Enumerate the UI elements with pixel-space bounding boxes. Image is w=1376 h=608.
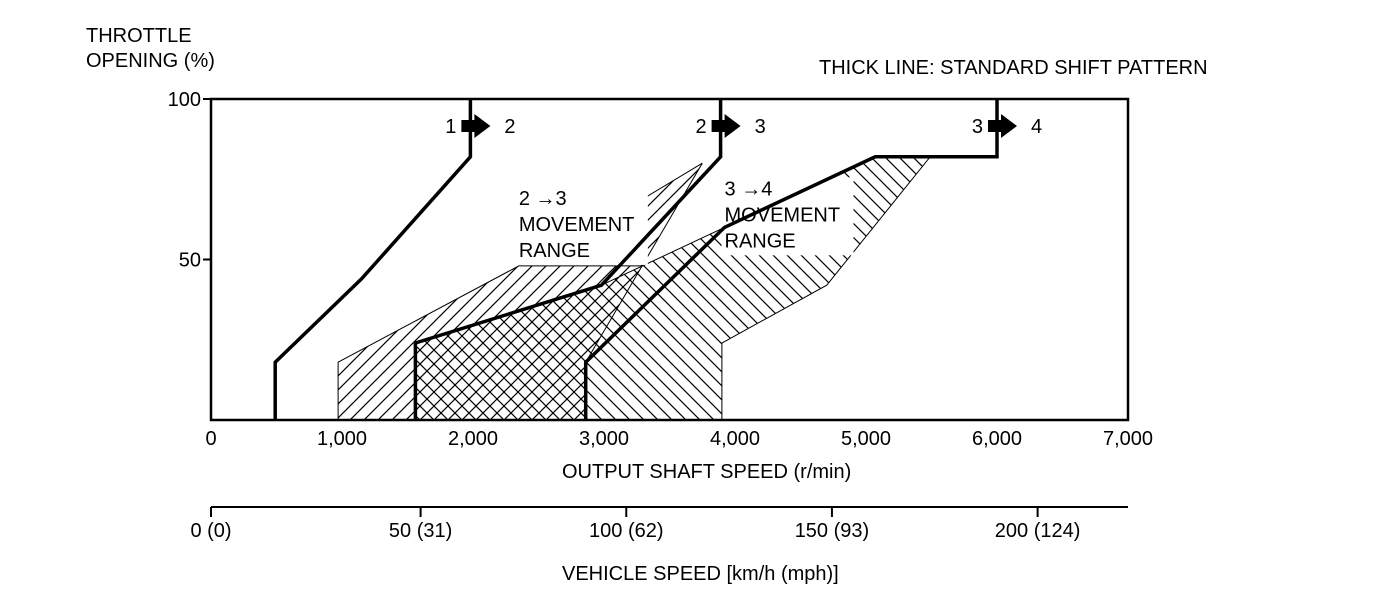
shift-line-1-2 [273,99,473,420]
x-tick-label: 2,000 [448,428,498,450]
shift-label-from: 1 [445,116,456,138]
x-tick-label: 1,000 [317,428,367,450]
range-label-line: RANGE [725,230,796,252]
y-axis-title-line-1: THROTTLE [86,25,192,47]
secondary-tick-label: 100 (62) [589,520,664,542]
shift-label-to: 4 [1031,116,1042,138]
y-axis-title-line-2: OPENING (%) [86,50,215,72]
y-tick-label: 100 [168,89,201,111]
shift-line-2-3 [413,99,723,420]
x-axis-title: OUTPUT SHAFT SPEED (r/min) [562,461,852,483]
secondary-tick-label: 200 (124) [995,520,1081,542]
secondary-tick-label: 150 (93) [795,520,870,542]
range-label-backdrop [721,177,854,256]
range-label-line: MOVEMENT [725,204,841,226]
range-label-line: 2 →3 [519,188,567,210]
x-tick-label: 6,000 [972,428,1022,450]
shift-arrow-icon [461,114,491,138]
shift-label-to: 2 [504,116,515,138]
secondary-axis-title: VEHICLE SPEED [km/h (mph)] [562,563,839,585]
x-tick-label: 4,000 [710,428,760,450]
secondary-tick-label: 0 (0) [190,520,231,542]
shift-arrow-icon [711,114,741,138]
shift-line-3-4 [583,99,999,420]
shift-label-to: 3 [755,116,766,138]
x-tick-label: 3,000 [579,428,629,450]
x-tick-label: 0 [205,428,216,450]
x-tick-label: 5,000 [841,428,891,450]
range-label-line: RANGE [519,240,590,262]
shift-arrow-icon [988,114,1017,138]
range-label-backdrop [515,186,648,265]
chart-note: THICK LINE: STANDARD SHIFT PATTERN [819,57,1208,79]
x-tick-label: 7,000 [1103,428,1153,450]
y-tick-label: 50 [179,250,201,272]
range-label-line: 3 →4 [725,178,773,200]
shift-label-from: 3 [972,116,983,138]
secondary-tick-label: 50 (31) [389,520,452,542]
shift-label-from: 2 [695,116,706,138]
range-label-line: MOVEMENT [519,214,635,236]
